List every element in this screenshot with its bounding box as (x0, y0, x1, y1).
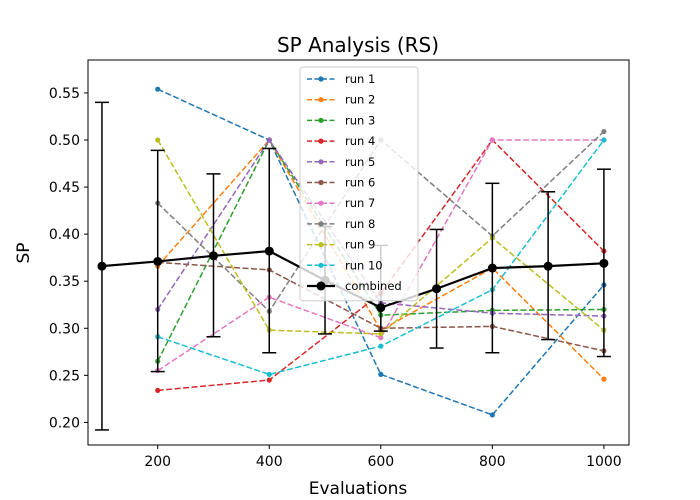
data-point (155, 86, 161, 92)
combined-point (97, 261, 107, 271)
y-tick-label: 0.35 (49, 274, 80, 290)
legend-entry: run 9 (307, 238, 375, 252)
legend-label: run 9 (345, 238, 375, 252)
legend-box (299, 66, 419, 302)
x-tick-label: 200 (144, 454, 171, 470)
legend-label: run 7 (345, 196, 375, 210)
legend-entry: run 5 (307, 155, 375, 169)
legend-label: combined (345, 279, 402, 293)
legend-swatch-marker (318, 262, 324, 268)
legend-swatch-marker (318, 242, 324, 248)
legend-swatch-marker (318, 97, 324, 103)
legend-entry: run 7 (307, 196, 375, 210)
data-point (489, 137, 495, 143)
data-point (601, 137, 607, 143)
legend-entry: combined (307, 279, 402, 293)
legend-label: run 3 (345, 113, 375, 127)
data-point (489, 412, 495, 418)
legend-swatch-marker (318, 117, 324, 123)
combined-point (543, 261, 553, 271)
series-line (157, 88, 605, 416)
combined-point (376, 303, 386, 313)
legend-swatch-marker (318, 138, 324, 144)
legend-entry: run 10 (307, 258, 383, 272)
series-line (157, 138, 605, 380)
y-tick-label: 0.40 (49, 227, 80, 243)
plot-frame (87, 59, 630, 446)
series-line (157, 261, 605, 352)
y-axis-title: SP (14, 242, 34, 263)
data-point (378, 371, 384, 378)
y-tick-label: 0.20 (49, 415, 80, 431)
data-point (155, 387, 161, 394)
combined-point (599, 258, 609, 268)
legend-entry: run 2 (307, 93, 375, 107)
data-point (601, 128, 607, 135)
data-point (378, 335, 384, 341)
legend-label: run 1 (345, 72, 375, 86)
x-tick-label: 400 (256, 454, 283, 470)
combined-point (264, 246, 274, 256)
x-axis-title: Evaluations (309, 479, 408, 499)
legend-swatch-marker (318, 76, 324, 82)
data-point (378, 331, 384, 337)
legend-label: run 5 (345, 155, 375, 169)
axes: 200 400 600 800 1000 0.20 0.25 0.30 0.35 0.40 0.45… (49, 86, 622, 470)
legend-swatch-marker (318, 200, 324, 206)
legend-entry: run 3 (307, 113, 375, 127)
series-run-10 (155, 137, 607, 378)
chart-title: SP Analysis (RS) (277, 33, 439, 57)
series-line (157, 138, 605, 392)
combined-point (208, 251, 218, 261)
x-tick-label: 600 (367, 454, 394, 470)
legend-label: run 6 (345, 176, 375, 190)
legend-swatch-marker (318, 221, 324, 227)
x-tick-label: 800 (479, 454, 506, 470)
x-tick-label: 1000 (586, 454, 622, 470)
legend-label: run 10 (345, 258, 383, 272)
legend-label: run 8 (345, 217, 375, 231)
legend-entry: run 4 (307, 134, 375, 148)
y-tick-label: 0.30 (49, 321, 80, 337)
y-tick-label: 0.45 (49, 180, 80, 196)
legend-entry: run 1 (307, 72, 375, 86)
combined-point (432, 284, 442, 294)
legend-label: run 2 (345, 93, 375, 107)
combined-point (153, 256, 163, 266)
data-point (266, 377, 272, 383)
legend-swatch-marker (318, 159, 324, 165)
y-tick-label: 0.25 (49, 368, 80, 384)
legend-swatch-marker (318, 179, 324, 186)
legend-entry: run 8 (307, 217, 375, 231)
combined-point (487, 263, 497, 273)
legend-label: run 4 (345, 134, 375, 148)
series-run-1 (155, 86, 607, 418)
data-point (266, 137, 272, 143)
data-point (601, 376, 607, 382)
data-point (155, 137, 161, 143)
legend-entry: run 6 (307, 176, 375, 190)
legend-swatch-marker (316, 281, 326, 291)
legend: run 1 run 2 run 3 run 4 run 5 run 6 run 7 run 8… (299, 66, 419, 302)
data-point (266, 371, 272, 378)
y-tick-label: 0.50 (49, 133, 80, 149)
y-tick-label: 0.55 (49, 86, 80, 102)
data-point (378, 343, 384, 349)
